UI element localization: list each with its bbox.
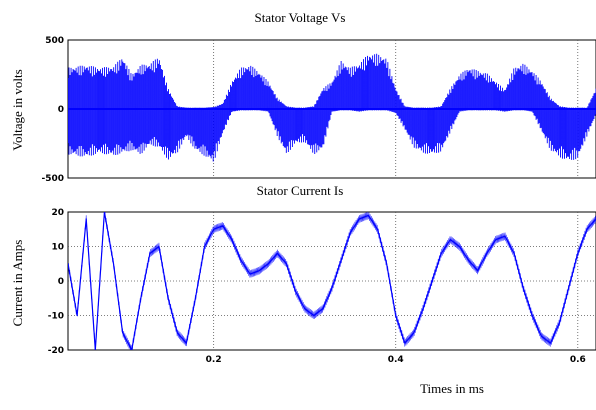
y-tick-label: -10 (48, 312, 64, 322)
current-y-axis-label: Current in Amps (10, 240, 25, 327)
voltage-chart-title: Stator Voltage Vs (254, 10, 345, 25)
x-tick-label: 0.6 (570, 355, 586, 365)
voltage-plot-area: 500 0 -500 (41, 36, 596, 184)
current-chart-title: Stator Current Is (257, 183, 344, 198)
y-tick-label: 0 (58, 105, 64, 115)
y-tick-label: 0 (58, 277, 64, 287)
y-tick-label: -500 (41, 174, 64, 184)
x-tick-label: 0.2 (206, 355, 222, 365)
x-axis-label: Times in ms (420, 381, 484, 396)
y-tick-label: -20 (48, 346, 64, 356)
y-tick-label: 10 (51, 243, 64, 253)
current-plot-area: 20 10 0 -10 -20 0.2 0.4 0.6 (48, 208, 596, 365)
series-group (68, 212, 596, 350)
voltage-series-line (68, 53, 596, 162)
voltage-y-axis-label: Voltage in volts (10, 69, 25, 150)
current-series-ripple (68, 212, 596, 350)
y-tick-label: 500 (45, 36, 64, 46)
y-tick-label: 20 (51, 208, 64, 218)
x-tick-label: 0.4 (388, 355, 404, 365)
series-group (68, 53, 596, 162)
